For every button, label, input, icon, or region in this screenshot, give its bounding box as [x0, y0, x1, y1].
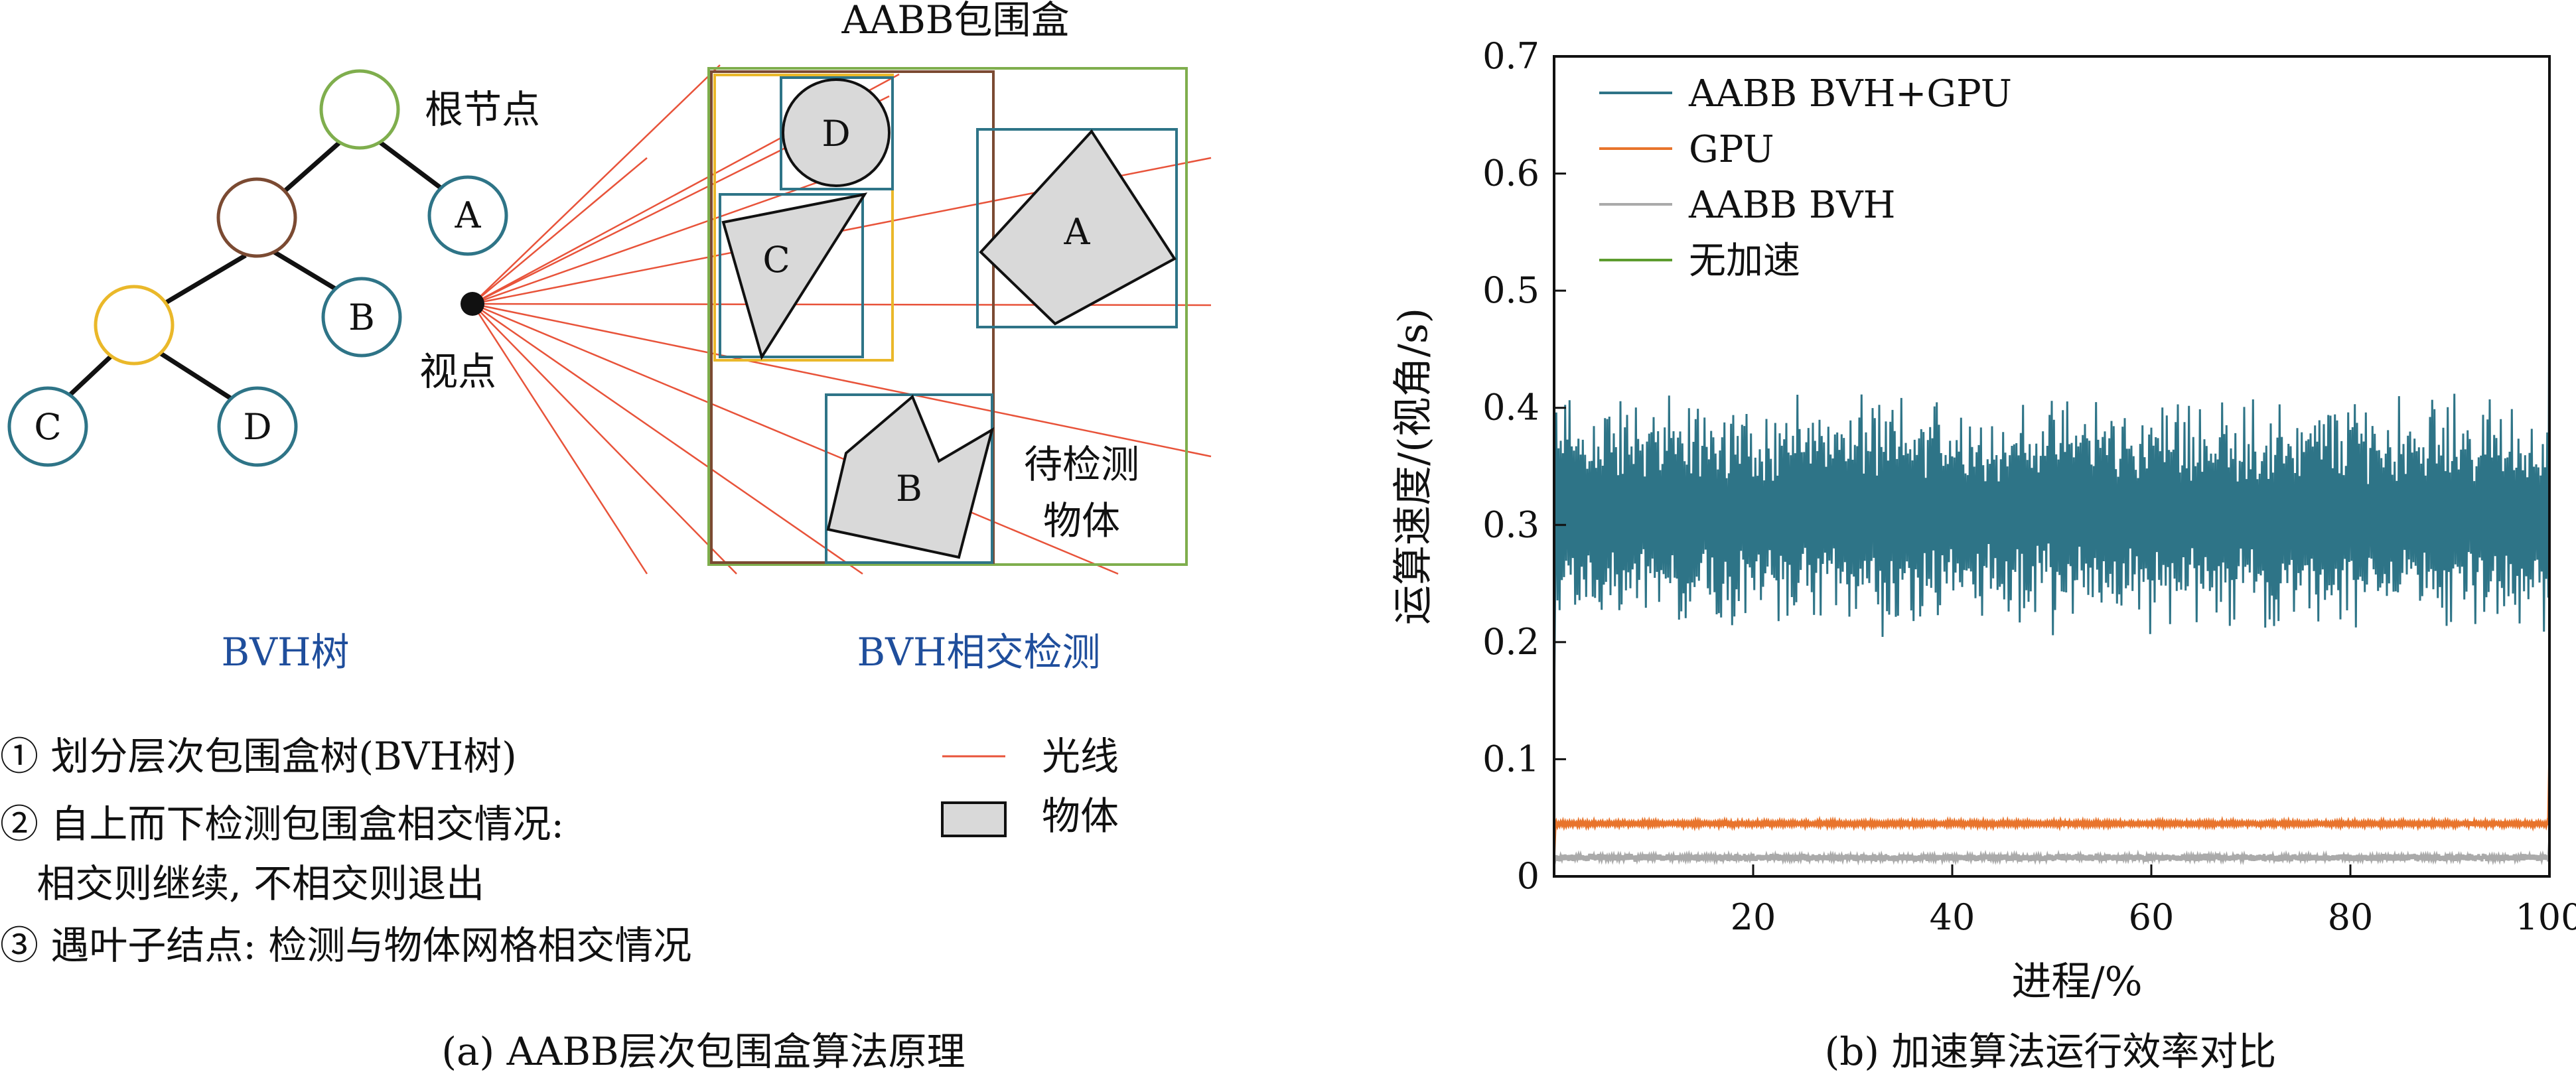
bbox-object-b — [825, 393, 993, 564]
legend-ray-label: 光线 — [1042, 734, 1119, 779]
y-tick-label: 0 — [1517, 855, 1539, 897]
object-a-diamond — [979, 129, 1177, 326]
legend-label: GPU — [1689, 128, 1774, 171]
legend-object-swatch — [941, 801, 1007, 837]
tree-node-b — [321, 277, 402, 358]
bbox-object-d — [780, 76, 894, 190]
root-node-label: 根节点 — [425, 87, 540, 132]
x-tick-label: 80 — [2328, 896, 2374, 938]
panel-b-efficiency-chart: 0 0.1 0.2 0.3 0.4 0.5 0.6 0.7 20 40 60 80 100 进程/% … — [1301, 0, 2576, 1087]
object-b-polygon — [826, 394, 995, 559]
chart-legend: AABB BVH+GPU GPU AABB BVH 无加速 — [1599, 72, 2012, 283]
y-tick-label: 0.4 — [1482, 387, 1539, 429]
series-line-1 — [1554, 765, 2549, 853]
object-c-triangle — [721, 192, 868, 360]
series-layer — [1554, 202, 2549, 866]
panel-a-bvh-principle: 根节点 A B C D BVH树 D C A B — [0, 0, 1212, 1074]
panel-b-caption: (b) 加速算法运行效率对比 — [1825, 1029, 2277, 1074]
tree-node-a-label: A — [455, 194, 482, 236]
bbox-object-a — [976, 128, 1178, 328]
plot-frame — [1553, 55, 2551, 878]
tree-node-c-label: C — [34, 406, 61, 448]
object-a-label: A — [1064, 211, 1091, 253]
step-2-continued: 相交则继续, 不相交则退出 — [0, 861, 484, 906]
x-axis-label: 进程/% — [2011, 959, 2142, 1005]
object-c-label: C — [762, 239, 790, 281]
efficiency-line-chart: 00.10.20.30.40.50.60.7 20 40 60 80 100 进程/% … — [1390, 35, 2576, 1074]
bbox-object-c — [719, 193, 864, 358]
tree-node-b-label: B — [348, 297, 375, 338]
legend-label: AABB BVH — [1688, 184, 1895, 227]
series-line-0 — [1554, 202, 2549, 713]
object-d-label: D — [822, 113, 850, 155]
tree-node-c — [7, 386, 88, 467]
tree-internal-node-left — [216, 177, 297, 258]
panel-a-caption: (a) AABB层次包围盒算法原理 — [441, 1029, 965, 1074]
step-3: ③ 遇叶子结点: 检测与物体网格相交情况 — [0, 923, 691, 968]
y-tick-label: 0.2 — [1482, 621, 1539, 663]
object-b-label: B — [896, 468, 922, 510]
bbox-cd-group — [713, 74, 894, 362]
bvh-diagram: 根节点 A B C D BVH树 D C A B — [0, 0, 1212, 1074]
x-tick-label: 60 — [2129, 896, 2175, 938]
y-tick-label: 0.1 — [1482, 738, 1539, 780]
tree-title: BVH树 — [221, 630, 349, 675]
y-axis-label: 运算速度/(视角/s) — [1390, 308, 1437, 625]
legend-label: 无加速 — [1689, 239, 1800, 283]
x-tick-label: 20 — [1731, 896, 1776, 938]
object-d-circle — [782, 78, 891, 187]
y-tick-label: 0.3 — [1482, 504, 1539, 545]
tree-node-d — [217, 386, 298, 467]
x-tick-label: 40 — [1930, 896, 1975, 938]
scene-title: BVH相交检测 — [857, 630, 1100, 675]
x-axis-ticks: 20 40 60 80 100 — [1731, 864, 2576, 938]
step-1: ① 划分层次包围盒树(BVH树) — [0, 734, 517, 779]
tree-node-d-label: D — [243, 406, 271, 448]
x-tick-label: 100 — [2515, 896, 2576, 938]
step-2: ② 自上而下检测包围盒相交情况: — [0, 801, 564, 847]
viewpoint-label: 视点 — [419, 349, 496, 394]
y-axis-ticks: 0 0.1 0.2 0.3 0.4 0.5 0.6 0.7 — [1482, 35, 1566, 897]
bbox-root — [707, 67, 1188, 566]
pending-objects-line1: 待检测 — [1024, 442, 1139, 487]
legend-object-label: 物体 — [1042, 793, 1119, 839]
y-tick-label: 0.5 — [1482, 269, 1539, 311]
y-tick-label: 0.6 — [1482, 153, 1539, 194]
tree-root-node — [319, 69, 400, 150]
legend-label: AABB BVH+GPU — [1688, 72, 2012, 115]
tree-internal-node-bottom — [94, 285, 175, 366]
pending-objects-line2: 物体 — [1043, 498, 1120, 543]
tree-node-a — [427, 175, 508, 256]
viewpoint-dot — [461, 292, 484, 316]
series-line-2 — [1554, 841, 2549, 866]
y-tick-label: 0.7 — [1482, 35, 1539, 77]
bbox-title: AABB包围盒 — [841, 0, 1069, 42]
